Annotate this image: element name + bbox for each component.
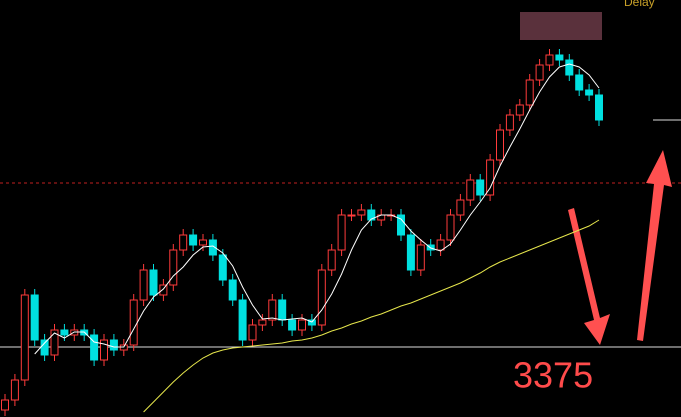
candle-body — [60, 329, 69, 336]
candle-body — [30, 294, 39, 341]
candle-body — [416, 244, 425, 271]
candle-body — [496, 129, 504, 161]
candle-body — [545, 54, 554, 66]
candle-body — [466, 179, 475, 201]
candle-body — [1, 399, 9, 411]
candle-body — [129, 299, 138, 346]
candle-body — [149, 269, 158, 296]
candle-body — [238, 299, 247, 341]
candle-body — [298, 319, 306, 331]
candle-body — [367, 209, 376, 221]
candle-body — [100, 339, 108, 361]
candle-body — [486, 159, 495, 196]
candle-body — [288, 319, 297, 331]
candle-body — [179, 234, 188, 251]
candle-body — [109, 339, 118, 351]
candle-body — [139, 269, 148, 301]
candle-body — [446, 214, 455, 241]
candle-body — [535, 64, 544, 81]
candle-body — [317, 269, 326, 326]
candle-body — [565, 59, 574, 76]
candle-body — [218, 254, 227, 281]
candle-body — [595, 94, 603, 121]
candle-body — [406, 234, 415, 271]
candle-body — [585, 89, 594, 96]
candle-body — [248, 324, 257, 341]
candle-body — [436, 239, 445, 251]
candle-body — [555, 54, 564, 61]
down-arrow — [568, 208, 610, 345]
candle-body — [327, 249, 336, 271]
price-annotation: 3375 — [513, 355, 593, 396]
candle-body — [575, 74, 584, 91]
up-arrow — [637, 150, 672, 341]
moving-average-line — [34, 63, 600, 355]
candle-body — [90, 334, 99, 361]
candle-body — [456, 199, 465, 216]
candle-body — [337, 214, 346, 251]
delay-label: Delay — [624, 0, 655, 9]
candle-body — [278, 299, 287, 321]
candle-body — [159, 284, 168, 296]
moving-average-line — [143, 219, 600, 413]
candle-body — [208, 239, 217, 256]
candle-body — [515, 104, 524, 116]
candle-body — [505, 114, 514, 131]
candle-body — [169, 249, 178, 286]
candle-body — [50, 329, 59, 356]
candle-body — [268, 299, 277, 321]
candle-body — [189, 234, 198, 246]
candle-body — [476, 179, 485, 196]
candle-body — [397, 214, 405, 236]
candle-body — [228, 279, 237, 301]
candle-body — [347, 214, 356, 217]
blurred-box — [520, 12, 602, 40]
candle-body — [10, 379, 19, 401]
candle-body — [40, 339, 49, 356]
candle-body — [258, 319, 267, 326]
candle-body — [20, 294, 29, 381]
candle-body — [525, 79, 534, 106]
candle-body — [357, 209, 366, 216]
candle-body — [199, 239, 207, 246]
